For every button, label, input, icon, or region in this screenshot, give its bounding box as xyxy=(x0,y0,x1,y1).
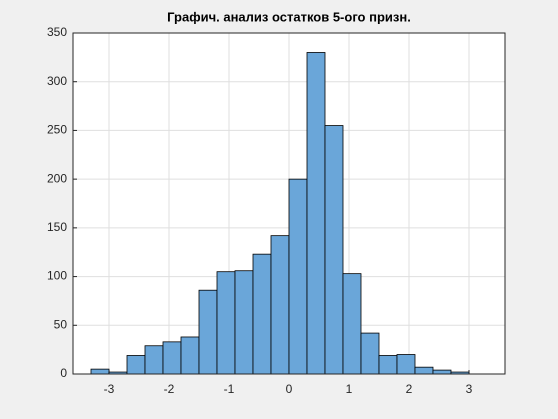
x-tick-label: 3 xyxy=(466,382,473,396)
bar xyxy=(288,178,308,375)
axes-box xyxy=(72,32,506,375)
bar xyxy=(180,336,200,375)
bar xyxy=(396,354,416,375)
bar xyxy=(306,52,326,375)
bar xyxy=(216,271,236,375)
chart-title: Графич. анализ остатков 5-ого призн. xyxy=(167,9,411,24)
y-tick-label: 100 xyxy=(47,269,67,283)
bar xyxy=(342,273,362,375)
y-tick-label: 150 xyxy=(47,220,67,234)
bar xyxy=(324,125,344,375)
x-tick-label: -3 xyxy=(104,382,115,396)
x-tick-label: 1 xyxy=(346,382,353,396)
bar xyxy=(126,355,146,375)
bar xyxy=(198,289,218,375)
bar xyxy=(378,355,398,375)
bar xyxy=(162,341,182,375)
bar xyxy=(270,235,290,375)
bar xyxy=(234,270,254,375)
x-tick-label: -2 xyxy=(164,382,175,396)
bar xyxy=(252,253,272,375)
bar xyxy=(90,368,110,375)
y-tick-label: 300 xyxy=(47,74,67,88)
y-tick-label: 200 xyxy=(47,171,67,185)
bar xyxy=(144,345,164,375)
x-tick-label: 2 xyxy=(406,382,413,396)
y-tick-label: 350 xyxy=(47,25,67,39)
bar xyxy=(360,332,380,375)
y-tick-label: 0 xyxy=(60,366,67,380)
bar xyxy=(432,369,452,375)
bar xyxy=(414,366,434,375)
x-tick-label: -1 xyxy=(224,382,235,396)
y-tick-label: 50 xyxy=(54,317,68,331)
y-tick-label: 250 xyxy=(47,123,67,137)
x-tick-label: 0 xyxy=(286,382,293,396)
